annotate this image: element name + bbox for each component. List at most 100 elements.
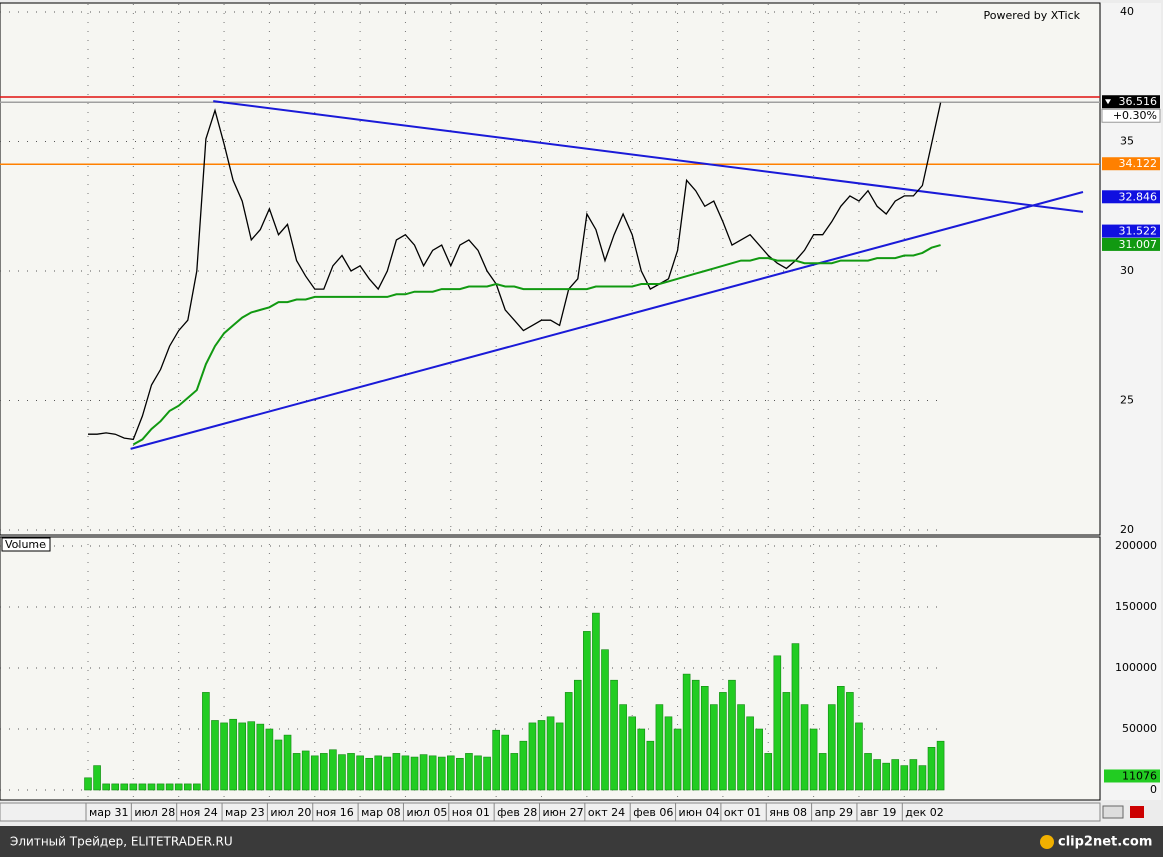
volume-bar bbox=[483, 756, 491, 791]
volume-bar bbox=[664, 716, 673, 791]
volume-bar bbox=[637, 728, 646, 791]
volume-bar bbox=[827, 704, 836, 791]
volume-bar bbox=[682, 673, 691, 791]
volume-bar bbox=[211, 720, 219, 791]
volume-bar bbox=[773, 655, 782, 791]
y-tick-label: 150000 bbox=[1115, 600, 1157, 613]
volume-bar bbox=[156, 783, 165, 791]
x-tick-label: ноя 24 bbox=[180, 806, 218, 819]
x-tick-label: ноя 16 bbox=[316, 806, 354, 819]
volume-bar bbox=[229, 718, 237, 791]
volume-bar bbox=[202, 692, 210, 791]
volume-bar bbox=[383, 756, 392, 791]
trendline bbox=[213, 100, 1084, 213]
y-tick-label: 35 bbox=[1120, 135, 1134, 148]
volume-bar bbox=[220, 722, 228, 791]
x-tick-label: июл 20 bbox=[270, 806, 311, 819]
volume-bar bbox=[129, 783, 138, 791]
volume-bar bbox=[347, 753, 355, 791]
trendline bbox=[130, 191, 1084, 450]
x-tick-label: июн 04 bbox=[679, 806, 720, 819]
button[interactable] bbox=[1102, 805, 1124, 819]
volume-bar bbox=[782, 692, 791, 791]
volume-label: Volume bbox=[5, 538, 46, 551]
volume-bar bbox=[428, 755, 437, 791]
volume-bar bbox=[728, 679, 736, 791]
volume-bar bbox=[746, 716, 754, 791]
volume-bar bbox=[691, 679, 700, 791]
volume-bar bbox=[700, 685, 709, 791]
volume-bar bbox=[818, 753, 827, 791]
volume-bar bbox=[610, 679, 618, 791]
price-marker bbox=[1102, 95, 1160, 109]
footer bbox=[0, 826, 1163, 857]
volume-bar bbox=[265, 728, 274, 791]
x-tick-label: авг 19 bbox=[860, 806, 897, 819]
x-tick-label: ноя 01 bbox=[452, 806, 490, 819]
volume-bar bbox=[283, 734, 292, 791]
x-tick-label: фев 28 bbox=[497, 806, 537, 819]
volume-bar bbox=[873, 759, 881, 791]
price-marker-label: 31.007 bbox=[1119, 238, 1158, 251]
volume-bar bbox=[274, 739, 283, 791]
volume-bar bbox=[864, 753, 872, 791]
y-tick-label: 100000 bbox=[1115, 661, 1157, 674]
volume-bar bbox=[837, 685, 845, 791]
volume-bar bbox=[764, 753, 773, 791]
button[interactable] bbox=[1130, 806, 1144, 818]
x-tick-label: июл 05 bbox=[406, 806, 447, 819]
x-tick-label: мар 08 bbox=[361, 806, 401, 819]
volume-bar bbox=[174, 783, 183, 791]
volume-bar bbox=[891, 759, 900, 791]
volume-bar bbox=[238, 722, 246, 791]
volume-bar bbox=[564, 692, 573, 791]
volume-bar bbox=[247, 721, 256, 791]
price-line bbox=[88, 102, 942, 441]
y-tick-label: 25 bbox=[1120, 394, 1134, 407]
volume-bar bbox=[900, 765, 909, 791]
volume-bar bbox=[528, 722, 537, 791]
volume-bar bbox=[555, 722, 564, 791]
volume-bar bbox=[800, 704, 809, 791]
change-box bbox=[1101, 108, 1161, 123]
volume-bar bbox=[446, 755, 455, 791]
volume-bar bbox=[927, 746, 936, 791]
volume-bar bbox=[909, 759, 918, 791]
volume-bar bbox=[256, 723, 265, 791]
volume-bar bbox=[183, 783, 192, 791]
volume-bar bbox=[465, 753, 473, 791]
volume-bar bbox=[537, 720, 546, 791]
volume-bar bbox=[338, 754, 346, 791]
volume-bar bbox=[474, 755, 482, 791]
volume-bar bbox=[401, 755, 410, 791]
volume-bar bbox=[719, 692, 727, 791]
y-tick-label: 40 bbox=[1120, 5, 1134, 18]
x-tick-label: мар 23 bbox=[225, 806, 265, 819]
volume-bar bbox=[93, 765, 101, 791]
volume-bar bbox=[882, 762, 890, 791]
footer-text: Элитный Трейдер, ELITETRADER.RU bbox=[10, 835, 233, 849]
x-tick-label: апр 29 bbox=[815, 806, 853, 819]
price-marker bbox=[1102, 237, 1160, 251]
volume-marker bbox=[1104, 769, 1160, 783]
x-tick-label: июл 28 bbox=[134, 806, 175, 819]
volume-label-box bbox=[1, 537, 51, 552]
volume-bar bbox=[310, 755, 319, 791]
volume-bar bbox=[492, 729, 500, 791]
volume-bar bbox=[519, 740, 528, 791]
volume-bar bbox=[918, 765, 927, 791]
volume-bar bbox=[673, 728, 682, 791]
volume-bar bbox=[655, 704, 664, 791]
change-label: +0.30% bbox=[1113, 109, 1157, 122]
x-tick-label: окт 24 bbox=[588, 806, 625, 819]
y-tick-label: 200000 bbox=[1115, 539, 1157, 552]
volume-bar bbox=[356, 755, 364, 791]
volume-bar bbox=[301, 750, 310, 791]
volume-bar bbox=[855, 722, 863, 791]
x-tick-label: июн 27 bbox=[543, 806, 584, 819]
footer-logo: clip2net.com bbox=[1058, 835, 1152, 850]
volume-bar bbox=[111, 783, 120, 791]
date-axis bbox=[0, 802, 1101, 822]
